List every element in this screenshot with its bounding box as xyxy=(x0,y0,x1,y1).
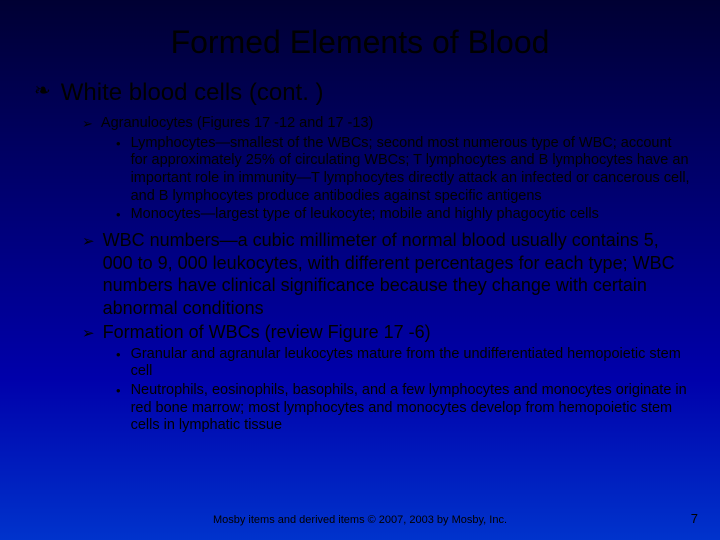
level2-text: WBC numbers—a cubic millimeter of normal… xyxy=(103,229,690,319)
bullet-level3: • Monocytes—largest type of leukocyte; m… xyxy=(116,206,690,224)
bullet-level3: • Lymphocytes—smallest of the WBCs; seco… xyxy=(116,135,690,206)
slide-container: Formed Elements of Blood ❧ White blood c… xyxy=(0,0,720,540)
chevron-bullet-icon: ➢ xyxy=(82,324,95,344)
bullet-level1: ❧ White blood cells (cont. ) xyxy=(34,79,690,108)
dot-bullet-icon: • xyxy=(116,347,121,363)
bullet-level2: ➢ WBC numbers—a cubic millimeter of norm… xyxy=(82,229,690,319)
bullet-level3: • Granular and agranular leukocytes matu… xyxy=(116,346,690,381)
level2-text: Agranulocytes (Figures 17 -12 and 17 -13… xyxy=(101,114,373,132)
level3-text: Granular and agranular leukocytes mature… xyxy=(131,346,690,381)
dot-bullet-icon: • xyxy=(116,383,121,399)
chevron-bullet-icon: ➢ xyxy=(82,116,93,133)
slide-title: Formed Elements of Blood xyxy=(30,24,690,61)
level3-text: Monocytes—largest type of leukocyte; mob… xyxy=(131,206,599,224)
level3-text: Neutrophils, eosinophils, basophils, and… xyxy=(131,382,690,435)
page-number: 7 xyxy=(691,511,698,526)
dot-bullet-icon: • xyxy=(116,207,121,223)
bullet-level3: • Neutrophils, eosinophils, basophils, a… xyxy=(116,382,690,435)
flourish-bullet-icon: ❧ xyxy=(34,79,51,103)
level1-text: White blood cells (cont. ) xyxy=(61,79,324,108)
chevron-bullet-icon: ➢ xyxy=(82,232,95,252)
level2-text: Formation of WBCs (review Figure 17 -6) xyxy=(103,321,431,344)
dot-bullet-icon: • xyxy=(116,136,121,152)
level3-text: Lymphocytes—smallest of the WBCs; second… xyxy=(131,135,690,206)
bullet-level2: ➢ Agranulocytes (Figures 17 -12 and 17 -… xyxy=(82,114,690,133)
copyright-footer: Mosby items and derived items © 2007, 20… xyxy=(0,514,720,526)
bullet-level2: ➢ Formation of WBCs (review Figure 17 -6… xyxy=(82,321,690,344)
